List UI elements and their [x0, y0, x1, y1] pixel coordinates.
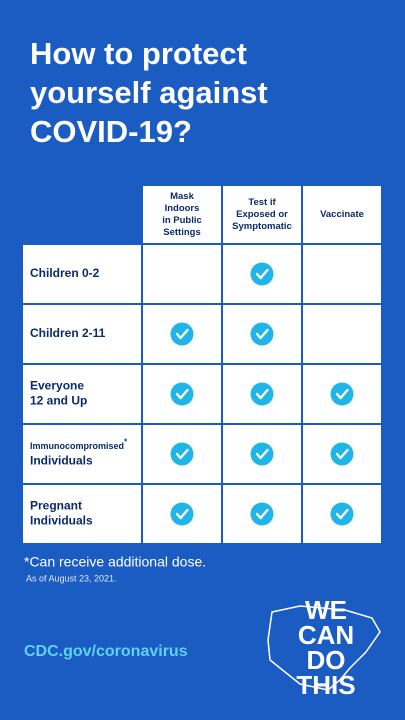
- check-icon: [330, 382, 354, 406]
- check-icon: [250, 322, 274, 346]
- check-mark: [175, 448, 189, 460]
- column-header: Vaccinate: [320, 209, 364, 220]
- check-mark: [175, 508, 189, 520]
- check-icon: [250, 382, 274, 406]
- check-mark: [255, 448, 269, 460]
- column-header: Mask: [170, 191, 194, 202]
- row-label: Everyone: [30, 379, 84, 393]
- row-label: 12 and Up: [30, 394, 87, 408]
- check-mark: [335, 448, 349, 460]
- title-line: yourself against: [30, 75, 268, 110]
- check-mark: [175, 388, 189, 400]
- footnote: *Can receive additional dose.: [24, 554, 206, 570]
- row-label: Individuals: [30, 514, 93, 528]
- check-mark: [175, 328, 189, 340]
- table-body-bg: [22, 244, 382, 544]
- note-mark: *: [124, 438, 128, 447]
- check-icon: [250, 442, 274, 466]
- row-label: Immunocompromised*: [30, 438, 128, 451]
- check-icon: [170, 442, 194, 466]
- row-label: Pregnant: [30, 499, 82, 513]
- check-mark: [255, 508, 269, 520]
- title-line: COVID-19?: [30, 114, 192, 149]
- column-header: in Public: [162, 215, 202, 226]
- check-icon: [250, 262, 274, 286]
- link: CDC.gov/coronavirus: [24, 643, 188, 660]
- check-mark: [335, 388, 349, 400]
- column-header: Symptomatic: [232, 221, 292, 232]
- row-label: Children 2-11: [30, 326, 106, 340]
- us-outline: [267, 605, 381, 691]
- check-icon: [170, 502, 194, 526]
- check-icon: [170, 382, 194, 406]
- column-header: Test if: [248, 197, 276, 208]
- title-line: How to protect: [30, 36, 247, 71]
- check-icon: [170, 322, 194, 346]
- column-header: Indoors: [165, 203, 200, 214]
- logo-line: THIS: [296, 670, 355, 700]
- check-mark: [255, 388, 269, 400]
- check-icon: [330, 442, 354, 466]
- check-mark: [335, 508, 349, 520]
- logo-line: DO: [307, 645, 346, 675]
- check-icon: [330, 502, 354, 526]
- check-mark: [255, 268, 269, 280]
- logo-line: WE: [305, 595, 347, 625]
- check-icon: [250, 502, 274, 526]
- column-header: Settings: [163, 227, 200, 238]
- logo-line: CAN: [298, 620, 354, 650]
- check-mark: [255, 328, 269, 340]
- column-header: Exposed or: [236, 209, 288, 220]
- table-header-bg: [142, 185, 382, 244]
- row-label: Individuals: [30, 454, 93, 468]
- date-note: As of August 23, 2021.: [26, 573, 117, 583]
- row-label: Children 0-2: [30, 266, 100, 280]
